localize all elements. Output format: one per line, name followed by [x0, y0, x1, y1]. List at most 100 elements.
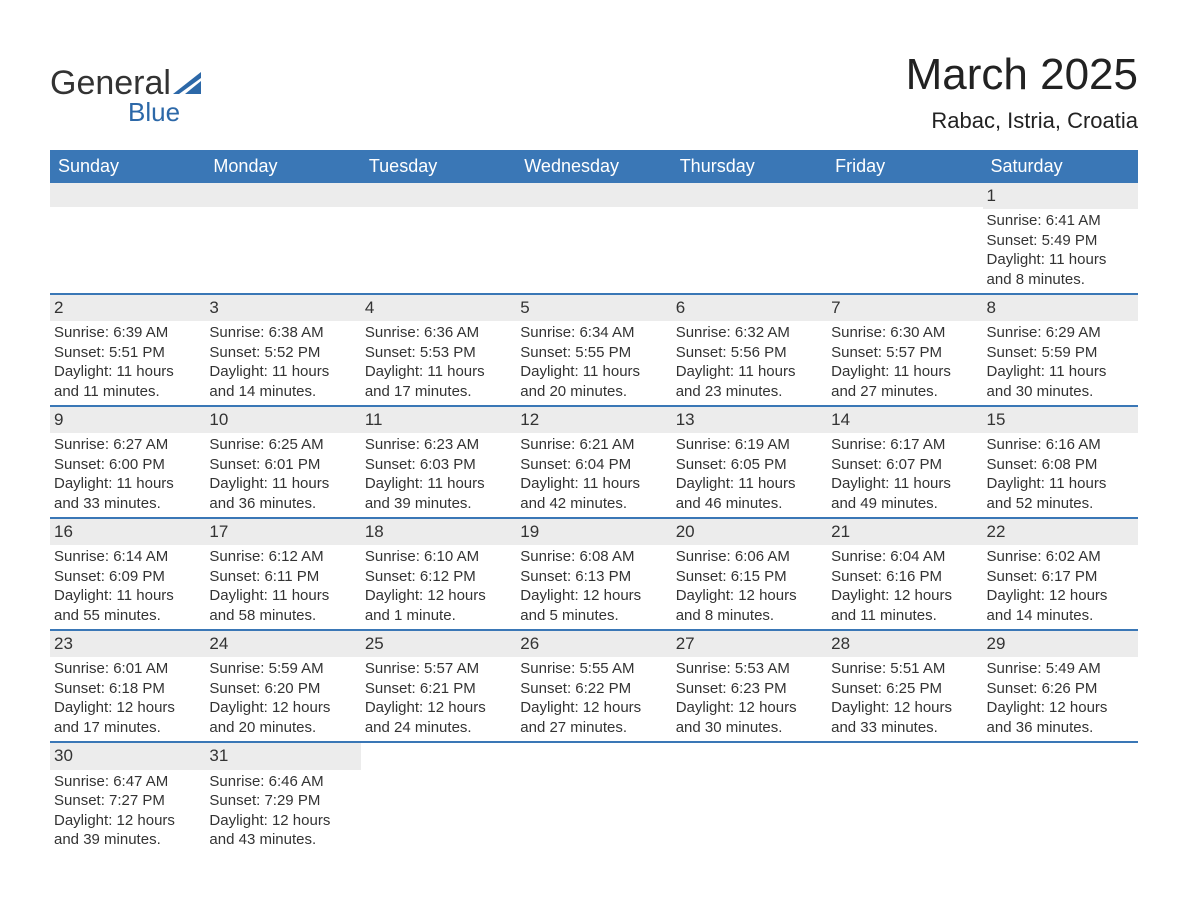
day-number: 12 [516, 407, 671, 433]
day-cell: 11Sunrise: 6:23 AMSunset: 6:03 PMDayligh… [361, 407, 516, 517]
week-row: 1Sunrise: 6:41 AMSunset: 5:49 PMDaylight… [50, 183, 1138, 295]
day-cell: 4Sunrise: 6:36 AMSunset: 5:53 PMDaylight… [361, 295, 516, 405]
day-cell: 17Sunrise: 6:12 AMSunset: 6:11 PMDayligh… [205, 519, 360, 629]
day-number: 19 [516, 519, 671, 545]
sunset-text: Sunset: 6:16 PM [831, 567, 978, 587]
day-cell: 22Sunrise: 6:02 AMSunset: 6:17 PMDayligh… [983, 519, 1138, 629]
daylight-text: Daylight: 12 hours and 33 minutes. [831, 698, 978, 737]
sunrise-text: Sunrise: 6:02 AM [987, 547, 1134, 567]
day-cell: 24Sunrise: 5:59 AMSunset: 6:20 PMDayligh… [205, 631, 360, 741]
sunrise-text: Sunrise: 6:29 AM [987, 323, 1134, 343]
daylight-text: Daylight: 12 hours and 14 minutes. [987, 586, 1134, 625]
day-cell: 27Sunrise: 5:53 AMSunset: 6:23 PMDayligh… [672, 631, 827, 741]
day-number: 5 [516, 295, 671, 321]
day-cell [50, 183, 205, 293]
sunset-text: Sunset: 5:56 PM [676, 343, 823, 363]
sunset-text: Sunset: 6:25 PM [831, 679, 978, 699]
sunset-text: Sunset: 6:04 PM [520, 455, 667, 475]
day-number: 29 [983, 631, 1138, 657]
day-cell: 29Sunrise: 5:49 AMSunset: 6:26 PMDayligh… [983, 631, 1138, 741]
daylight-text: Daylight: 12 hours and 24 minutes. [365, 698, 512, 737]
day-number: 16 [50, 519, 205, 545]
sunrise-text: Sunrise: 5:49 AM [987, 659, 1134, 679]
day-number [827, 183, 982, 207]
day-cell: 30Sunrise: 6:47 AMSunset: 7:27 PMDayligh… [50, 743, 205, 853]
page-header: General Blue March 2025 Rabac, Istria, C… [50, 50, 1138, 134]
sunset-text: Sunset: 6:26 PM [987, 679, 1134, 699]
title-block: March 2025 Rabac, Istria, Croatia [906, 50, 1138, 134]
logo: General Blue [50, 50, 201, 128]
weekday-header: Friday [827, 150, 982, 183]
sunrise-text: Sunrise: 6:17 AM [831, 435, 978, 455]
day-cell: 19Sunrise: 6:08 AMSunset: 6:13 PMDayligh… [516, 519, 671, 629]
day-number: 31 [205, 743, 360, 769]
daylight-text: Daylight: 12 hours and 20 minutes. [209, 698, 356, 737]
day-cell: 13Sunrise: 6:19 AMSunset: 6:05 PMDayligh… [672, 407, 827, 517]
daylight-text: Daylight: 11 hours and 52 minutes. [987, 474, 1134, 513]
sunrise-text: Sunrise: 6:32 AM [676, 323, 823, 343]
sunset-text: Sunset: 6:05 PM [676, 455, 823, 475]
sunset-text: Sunset: 6:00 PM [54, 455, 201, 475]
sunrise-text: Sunrise: 6:34 AM [520, 323, 667, 343]
weeks-container: 1Sunrise: 6:41 AMSunset: 5:49 PMDaylight… [50, 183, 1138, 854]
day-number [672, 183, 827, 207]
day-cell: 12Sunrise: 6:21 AMSunset: 6:04 PMDayligh… [516, 407, 671, 517]
weekday-header-row: SundayMondayTuesdayWednesdayThursdayFrid… [50, 150, 1138, 183]
day-number: 11 [361, 407, 516, 433]
day-number: 27 [672, 631, 827, 657]
day-number: 23 [50, 631, 205, 657]
day-cell [672, 183, 827, 293]
sunrise-text: Sunrise: 6:36 AM [365, 323, 512, 343]
logo-triangle-icon [173, 72, 201, 94]
day-cell: 15Sunrise: 6:16 AMSunset: 6:08 PMDayligh… [983, 407, 1138, 517]
daylight-text: Daylight: 11 hours and 23 minutes. [676, 362, 823, 401]
day-number: 1 [983, 183, 1138, 209]
day-cell [516, 743, 671, 853]
sunset-text: Sunset: 7:29 PM [209, 791, 356, 811]
weekday-header: Sunday [50, 150, 205, 183]
calendar: SundayMondayTuesdayWednesdayThursdayFrid… [50, 150, 1138, 854]
sunset-text: Sunset: 6:01 PM [209, 455, 356, 475]
daylight-text: Daylight: 11 hours and 55 minutes. [54, 586, 201, 625]
day-cell: 8Sunrise: 6:29 AMSunset: 5:59 PMDaylight… [983, 295, 1138, 405]
sunrise-text: Sunrise: 6:08 AM [520, 547, 667, 567]
sunset-text: Sunset: 6:20 PM [209, 679, 356, 699]
daylight-text: Daylight: 11 hours and 49 minutes. [831, 474, 978, 513]
day-cell: 7Sunrise: 6:30 AMSunset: 5:57 PMDaylight… [827, 295, 982, 405]
day-number: 17 [205, 519, 360, 545]
day-cell: 10Sunrise: 6:25 AMSunset: 6:01 PMDayligh… [205, 407, 360, 517]
daylight-text: Daylight: 11 hours and 36 minutes. [209, 474, 356, 513]
daylight-text: Daylight: 11 hours and 11 minutes. [54, 362, 201, 401]
day-cell: 6Sunrise: 6:32 AMSunset: 5:56 PMDaylight… [672, 295, 827, 405]
sunrise-text: Sunrise: 5:51 AM [831, 659, 978, 679]
sunrise-text: Sunrise: 5:53 AM [676, 659, 823, 679]
sunset-text: Sunset: 6:09 PM [54, 567, 201, 587]
day-number: 13 [672, 407, 827, 433]
day-cell: 21Sunrise: 6:04 AMSunset: 6:16 PMDayligh… [827, 519, 982, 629]
day-cell: 23Sunrise: 6:01 AMSunset: 6:18 PMDayligh… [50, 631, 205, 741]
sunset-text: Sunset: 6:03 PM [365, 455, 512, 475]
daylight-text: Daylight: 12 hours and 5 minutes. [520, 586, 667, 625]
day-cell: 31Sunrise: 6:46 AMSunset: 7:29 PMDayligh… [205, 743, 360, 853]
day-cell: 5Sunrise: 6:34 AMSunset: 5:55 PMDaylight… [516, 295, 671, 405]
week-row: 16Sunrise: 6:14 AMSunset: 6:09 PMDayligh… [50, 519, 1138, 631]
day-number: 30 [50, 743, 205, 769]
sunset-text: Sunset: 6:22 PM [520, 679, 667, 699]
day-cell [827, 183, 982, 293]
sunrise-text: Sunrise: 5:59 AM [209, 659, 356, 679]
day-cell [827, 743, 982, 853]
sunset-text: Sunset: 5:55 PM [520, 343, 667, 363]
sunrise-text: Sunrise: 6:27 AM [54, 435, 201, 455]
week-row: 30Sunrise: 6:47 AMSunset: 7:27 PMDayligh… [50, 743, 1138, 853]
sunset-text: Sunset: 6:17 PM [987, 567, 1134, 587]
day-number: 22 [983, 519, 1138, 545]
daylight-text: Daylight: 11 hours and 27 minutes. [831, 362, 978, 401]
day-number: 21 [827, 519, 982, 545]
day-cell: 9Sunrise: 6:27 AMSunset: 6:00 PMDaylight… [50, 407, 205, 517]
daylight-text: Daylight: 11 hours and 42 minutes. [520, 474, 667, 513]
sunset-text: Sunset: 5:59 PM [987, 343, 1134, 363]
daylight-text: Daylight: 11 hours and 33 minutes. [54, 474, 201, 513]
sunrise-text: Sunrise: 6:25 AM [209, 435, 356, 455]
day-number: 26 [516, 631, 671, 657]
day-number: 9 [50, 407, 205, 433]
